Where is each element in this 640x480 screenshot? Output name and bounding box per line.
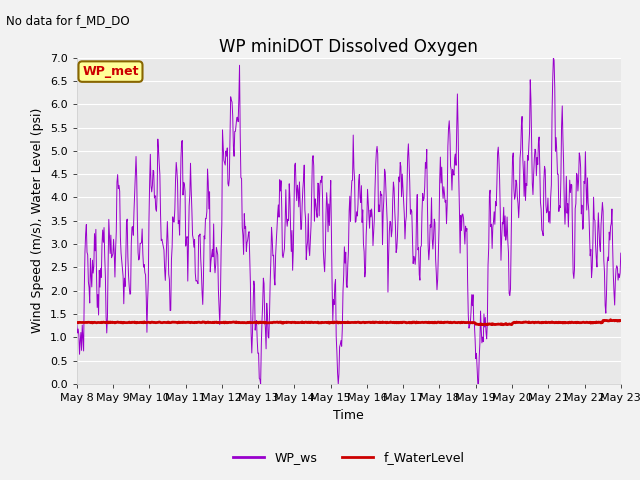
Text: No data for f_MD_DO: No data for f_MD_DO <box>6 14 130 27</box>
Title: WP miniDOT Dissolved Oxygen: WP miniDOT Dissolved Oxygen <box>220 38 478 56</box>
X-axis label: Time: Time <box>333 408 364 421</box>
Y-axis label: Wind Speed (m/s), Water Level (psi): Wind Speed (m/s), Water Level (psi) <box>31 108 44 334</box>
Legend: WP_ws, f_WaterLevel: WP_ws, f_WaterLevel <box>228 446 470 469</box>
Text: WP_met: WP_met <box>82 65 139 78</box>
